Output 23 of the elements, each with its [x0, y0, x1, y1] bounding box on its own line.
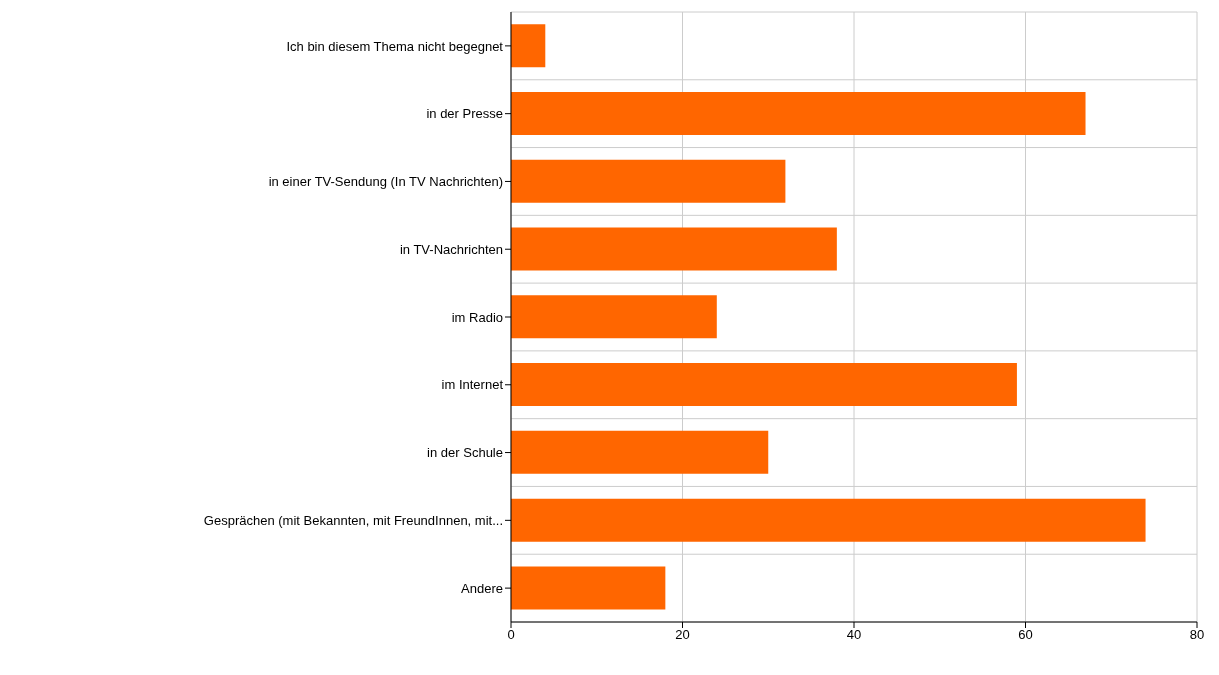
- bar: [511, 227, 837, 271]
- bar: [511, 159, 786, 203]
- y-tick-label: Gesprächen (mit Bekannten, mit FreundInnen, mit...: [203, 512, 503, 528]
- bar: [511, 91, 1086, 135]
- y-tick-label: Ich bin diesem Thema nicht begegnet: [286, 38, 504, 54]
- y-tick-label: in der Schule: [427, 445, 503, 461]
- x-tick-label: 80: [1189, 627, 1205, 643]
- bar: [511, 566, 666, 610]
- x-tick-label: 40: [846, 627, 862, 643]
- y-tick-label: in einer TV-Sendung (In TV Nachrichten): [268, 174, 503, 190]
- x-tick-label: 60: [1018, 627, 1033, 643]
- bar: [511, 295, 717, 339]
- bar: [511, 24, 546, 68]
- x-tick-label: 0: [507, 627, 515, 643]
- x-tick-label: 20: [675, 627, 690, 643]
- y-tick-label: Andere: [461, 580, 503, 596]
- y-tick-label: in TV-Nachrichten: [399, 241, 503, 257]
- y-tick-label: im Radio: [451, 309, 503, 325]
- bar: [511, 430, 769, 474]
- y-tick-label: in der Presse: [426, 106, 503, 122]
- bar: [511, 498, 1146, 542]
- y-tick-label: im Internet: [441, 377, 504, 393]
- bar: [511, 363, 1017, 407]
